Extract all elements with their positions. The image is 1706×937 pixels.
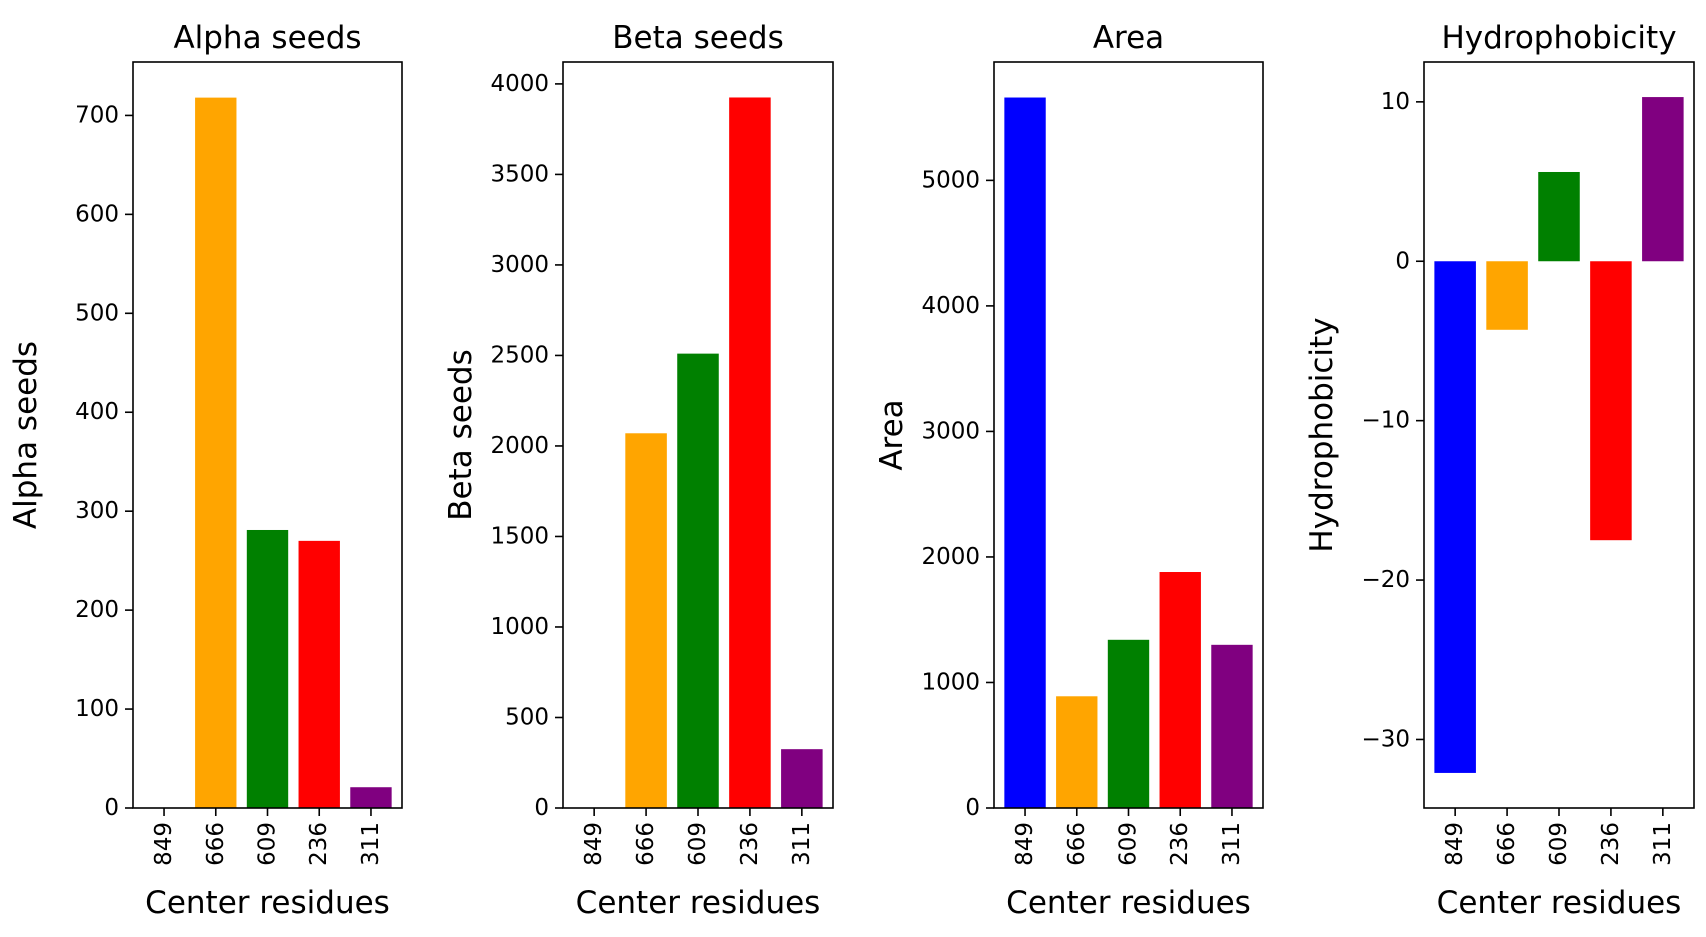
x-axis-label: Center residues: [1437, 885, 1682, 921]
x-tick-label: 609: [255, 822, 281, 866]
x-tick-label: 849: [1012, 822, 1038, 866]
x-axis-label: Center residues: [145, 885, 390, 921]
x-tick-label: 609: [685, 822, 711, 866]
bar-849: [1004, 97, 1046, 808]
x-tick-label: 236: [1167, 822, 1193, 866]
y-tick-label: 4000: [490, 71, 549, 97]
x-tick-label: 311: [358, 822, 384, 866]
y-tick-label: 300: [75, 498, 119, 524]
y-tick-label: 0: [534, 795, 549, 821]
x-tick-label: 311: [1650, 822, 1676, 866]
x-tick-label: 236: [737, 822, 763, 866]
bar-236: [298, 540, 340, 808]
bar-236: [1590, 261, 1632, 541]
y-tick-label: 1000: [490, 614, 549, 640]
x-tick-label: 666: [1494, 822, 1520, 866]
y-tick-label: 3000: [490, 252, 549, 278]
x-tick-label: 236: [306, 822, 332, 866]
y-tick-label: −10: [1361, 408, 1410, 434]
y-tick-label: 700: [75, 102, 119, 128]
bar-236: [1159, 572, 1201, 808]
y-tick-label: 100: [75, 696, 119, 722]
bar-609: [246, 529, 289, 808]
y-tick-label: 1500: [490, 523, 549, 549]
bar-311: [1211, 644, 1253, 808]
y-tick-label: 2000: [490, 433, 549, 459]
bar-849: [1434, 261, 1476, 773]
x-tick-label: 849: [151, 822, 177, 866]
y-axis-label: Hydrophobicity: [1304, 317, 1340, 552]
y-tick-label: 400: [75, 399, 119, 425]
y-axis-label: Alpha seeds: [8, 341, 44, 529]
bar-666: [625, 433, 667, 808]
y-tick-label: 0: [1395, 248, 1410, 274]
bar-311: [350, 787, 392, 808]
x-tick-label: 609: [1546, 822, 1572, 866]
y-tick-label: 3000: [921, 418, 980, 444]
y-axis-label: Beta seeds: [443, 349, 479, 520]
y-tick-label: 1000: [921, 669, 980, 695]
y-tick-label: 3500: [490, 161, 549, 187]
y-tick-label: 10: [1381, 89, 1410, 115]
chart-title: Alpha seeds: [173, 20, 361, 56]
x-tick-label: 666: [633, 822, 659, 866]
bar-311: [781, 749, 823, 808]
bar-666: [1056, 696, 1098, 808]
chart-panel-2: 0 500 1000 1500 2000 2500 3000 3500 4000 849 666 60…: [443, 20, 834, 921]
y-tick-label: 600: [75, 201, 119, 227]
y-axis-label: Area: [874, 399, 910, 470]
x-axis-label: Center residues: [576, 885, 821, 921]
bar-666: [1486, 261, 1528, 330]
y-tick-label: 0: [965, 795, 980, 821]
x-tick-label: 609: [1116, 822, 1142, 866]
x-tick-label: 849: [1442, 822, 1468, 866]
bar-609: [677, 353, 719, 808]
x-tick-label: 311: [789, 822, 815, 866]
x-tick-label: 666: [1064, 822, 1090, 866]
y-tick-label: −30: [1361, 726, 1410, 752]
y-tick-label: 2500: [490, 342, 549, 368]
y-tick-label: 2000: [921, 544, 980, 570]
chart-panel-3: 0 1000 2000 3000 4000 5000 849 666 609 236 311 Area…: [874, 20, 1264, 921]
chart-title: Beta seeds: [612, 20, 783, 56]
bar-609: [1107, 639, 1150, 808]
chart-title: Area: [1093, 20, 1164, 56]
y-tick-label: 500: [505, 704, 549, 730]
x-axis-label: Center residues: [1006, 885, 1251, 921]
chart-panel-1: 0 100 200 300 400 500 600 700 849 666 609 236 311 Alp…: [8, 20, 403, 921]
y-tick-label: −20: [1361, 567, 1410, 593]
bar-236: [729, 97, 771, 809]
y-tick-label: 5000: [921, 167, 980, 193]
x-tick-label: 849: [581, 822, 607, 866]
y-tick-label: 200: [75, 597, 119, 623]
x-tick-label: 236: [1598, 822, 1624, 866]
bar-666: [195, 97, 237, 809]
y-tick-label: 4000: [921, 293, 980, 319]
x-tick-label: 666: [203, 822, 229, 866]
x-tick-label: 311: [1219, 822, 1245, 866]
y-tick-label: 0: [104, 795, 119, 821]
bar-311: [1642, 97, 1684, 262]
bar-609: [1538, 171, 1580, 262]
chart-panel-4: −30 −20 −10 0 10 849 666 609 236 311 Hydrophobicit…: [1304, 20, 1695, 921]
y-tick-label: 500: [75, 300, 119, 326]
chart-title: Hydrophobicity: [1441, 20, 1676, 56]
